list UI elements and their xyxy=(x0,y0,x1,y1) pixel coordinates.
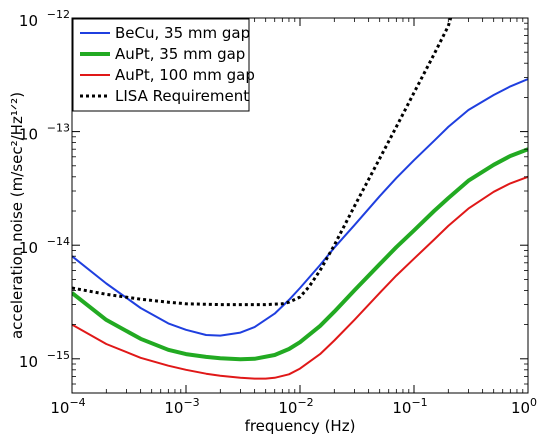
legend-box xyxy=(72,18,250,112)
y-tick-label: 10 −15 xyxy=(19,349,70,371)
y-tick-base: 10 xyxy=(19,239,38,257)
x-tick-label: 10−1 xyxy=(392,396,427,417)
legend-label-0: BeCu, 35 mm gap xyxy=(115,24,250,42)
series-line-1 xyxy=(72,147,528,362)
y-tick-base: 10 xyxy=(19,126,38,144)
x-tick-exponent: 0 xyxy=(530,396,537,409)
x-tick-label: 10−4 xyxy=(50,396,85,417)
x-tick-base: 10 xyxy=(511,399,530,417)
x-tick-exponent: −1 xyxy=(411,396,427,409)
legend: BeCu, 35 mm gap AuPt, 35 mm gap AuPt, 100 … xyxy=(72,18,255,112)
y-tick-base: 10 xyxy=(19,353,38,371)
legend-label-2: AuPt, 100 mm gap xyxy=(115,66,255,84)
y-tick-label: 10 −14 xyxy=(19,235,70,257)
x-tick-label: 100 xyxy=(511,396,537,417)
y-tick-label: 10 −13 xyxy=(19,122,70,144)
plot-lines xyxy=(72,18,528,380)
x-tick-exponent: −3 xyxy=(183,396,199,409)
y-tick-base: 10 xyxy=(19,12,38,30)
legend-label-1: AuPt, 35 mm gap xyxy=(115,45,245,63)
legend-items: BeCu, 35 mm gap AuPt, 35 mm gap AuPt, 100 … xyxy=(80,24,255,105)
series-line-2 xyxy=(72,175,528,380)
y-tick-exponent: −12 xyxy=(47,8,70,21)
x-tick-exponent: −4 xyxy=(69,396,85,409)
y-axis-title: acceleration noise (m/sec²/Hz¹ᐟ²) xyxy=(8,92,26,339)
y-tick-exponent: −13 xyxy=(47,122,70,135)
x-tick-base: 10 xyxy=(50,399,69,417)
legend-label-3: LISA Requirement xyxy=(115,87,249,105)
series-line-3 xyxy=(72,18,453,307)
x-tick-label: 10−3 xyxy=(164,396,199,417)
x-tick-exponent: −2 xyxy=(297,396,313,409)
y-tick-exponent: −15 xyxy=(47,349,70,362)
series-line-0 xyxy=(72,78,528,337)
y-tick-label: 10 −12 xyxy=(19,8,70,30)
x-tick-base: 10 xyxy=(392,399,411,417)
x-axis-title: frequency (Hz) xyxy=(245,417,356,435)
x-tick-base: 10 xyxy=(164,399,183,417)
x-tick-base: 10 xyxy=(278,399,297,417)
y-tick-exponent: −14 xyxy=(47,235,70,248)
x-tick-label: 10−2 xyxy=(278,396,313,417)
